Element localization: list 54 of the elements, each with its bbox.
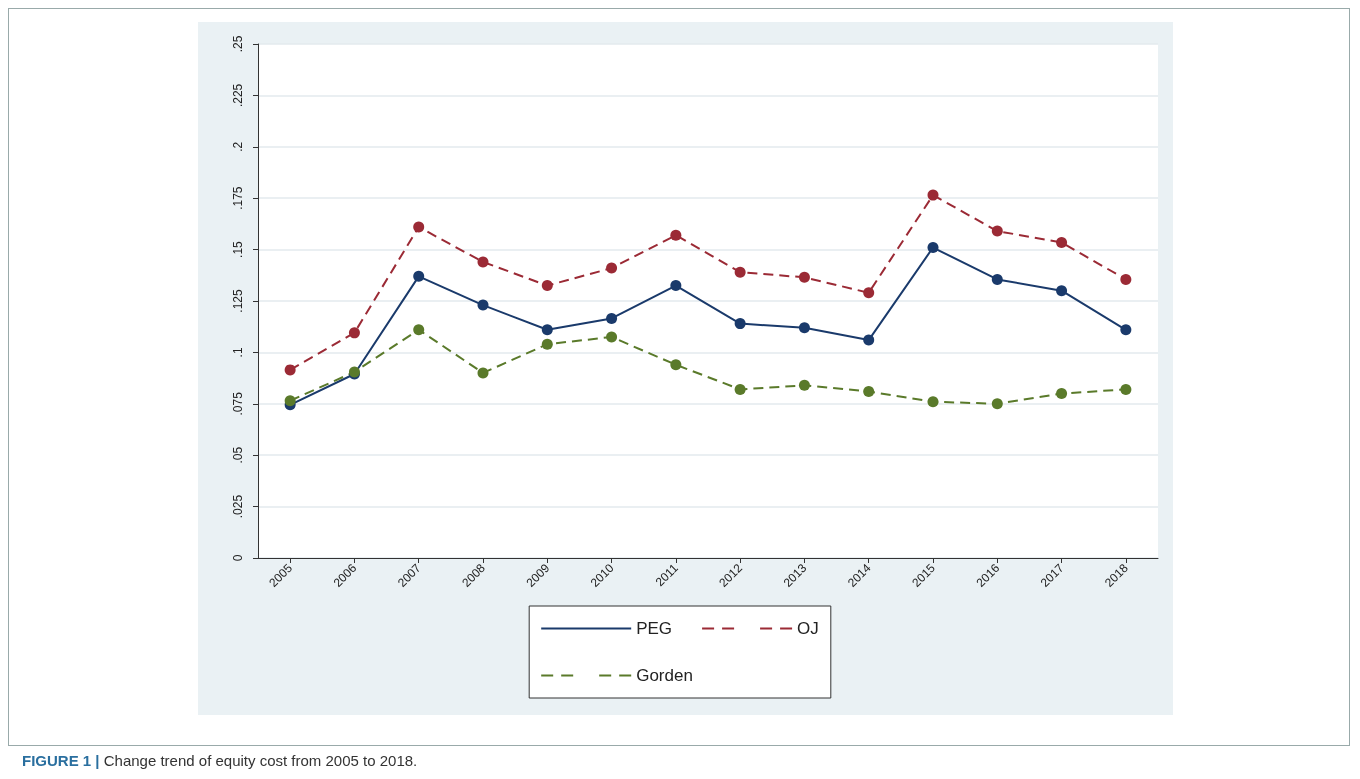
legend-label: Gorden: [636, 666, 693, 685]
point: [541, 338, 553, 350]
point: [670, 280, 682, 292]
y-tick-label: .15: [231, 240, 245, 258]
point: [734, 383, 746, 395]
point: [670, 359, 682, 371]
point: [284, 364, 296, 376]
point: [413, 221, 425, 233]
point: [413, 324, 425, 336]
point: [927, 189, 939, 201]
point: [991, 273, 1003, 285]
point: [477, 367, 489, 379]
legend-label: PEG: [636, 619, 673, 638]
point: [1056, 236, 1068, 248]
point: [734, 266, 746, 278]
y-tick-label: .1: [231, 347, 245, 358]
point: [863, 385, 875, 397]
point: [1056, 285, 1068, 297]
point: [606, 312, 618, 324]
caption: FIGURE 1 | Change trend of equity cost from 2005 to 2018.: [22, 752, 418, 769]
point: [477, 256, 489, 268]
point: [541, 324, 553, 336]
point: [863, 287, 875, 299]
point: [991, 225, 1003, 237]
point: [734, 318, 746, 330]
y-tick-label: .025: [231, 494, 245, 519]
point: [1120, 324, 1132, 336]
y-tick-label: .225: [231, 83, 245, 108]
point: [798, 271, 810, 283]
point: [670, 229, 682, 241]
y-tick-label: .2: [231, 141, 245, 152]
point: [798, 322, 810, 334]
point: [1120, 273, 1132, 285]
point: [284, 395, 296, 407]
y-tick-label: .175: [231, 186, 245, 210]
y-tick-label: .25: [231, 35, 245, 53]
point: [1120, 383, 1132, 395]
point: [991, 398, 1003, 410]
y-tick-label: .125: [231, 289, 245, 313]
point: [1056, 388, 1068, 400]
point: [863, 334, 875, 346]
point: [606, 331, 618, 343]
point: [798, 379, 810, 391]
y-tick-label: .05: [231, 446, 245, 464]
point: [541, 280, 553, 292]
y-tick-label: 0: [231, 554, 245, 562]
legend-label: OJ: [797, 619, 819, 638]
y-tick-label: .075: [231, 391, 245, 416]
point: [606, 262, 618, 274]
point: [348, 327, 360, 339]
point: [477, 299, 489, 311]
point: [927, 396, 939, 408]
point: [927, 242, 939, 254]
point: [413, 270, 425, 282]
